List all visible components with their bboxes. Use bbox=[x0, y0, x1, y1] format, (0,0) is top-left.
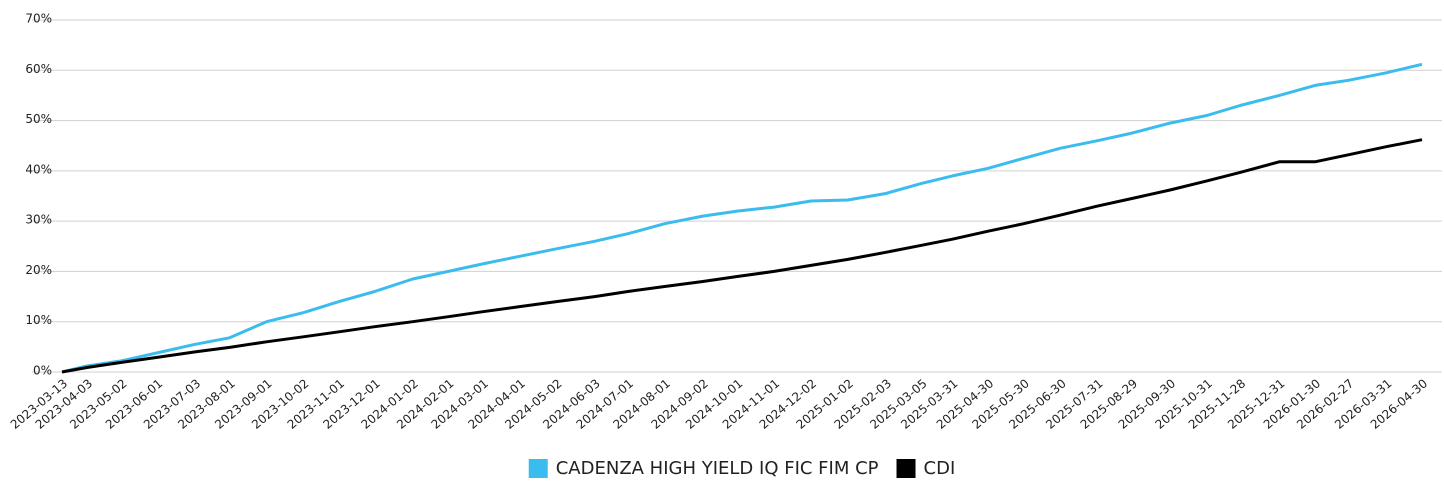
y-tick-label: 60% bbox=[25, 62, 52, 76]
legend-swatch bbox=[896, 459, 916, 478]
y-tick-label: 10% bbox=[25, 313, 52, 327]
legend-label: CDI bbox=[924, 458, 956, 479]
series-line bbox=[61, 138, 1423, 374]
legend-swatch bbox=[528, 459, 548, 478]
y-tick-label: 70% bbox=[25, 12, 52, 26]
legend: CADENZA HIGH YIELD IQ FIC FIM CP CDI bbox=[528, 458, 956, 479]
legend-label: CADENZA HIGH YIELD IQ FIC FIM CP bbox=[556, 458, 879, 479]
y-tick-label: 50% bbox=[25, 112, 52, 126]
y-tick-label: 0% bbox=[33, 364, 52, 378]
series-line bbox=[61, 62, 1423, 374]
y-tick-label: 30% bbox=[25, 213, 52, 227]
y-tick-label: 20% bbox=[25, 263, 52, 277]
y-tick-label: 40% bbox=[25, 162, 52, 176]
